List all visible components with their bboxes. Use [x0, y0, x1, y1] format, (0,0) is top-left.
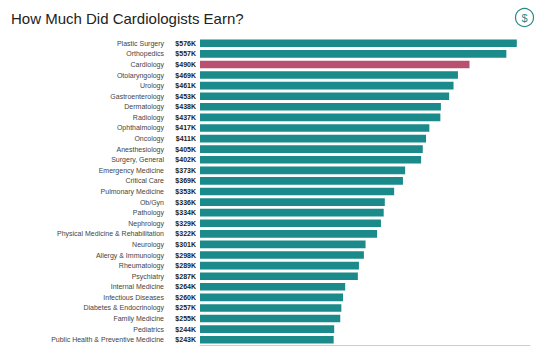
svg-text:Rheumatology: Rheumatology: [119, 262, 165, 270]
svg-text:$: $: [521, 12, 527, 24]
svg-text:Dermatology: Dermatology: [124, 103, 164, 111]
svg-text:Surgery, General: Surgery, General: [111, 156, 164, 164]
svg-text:$402K: $402K: [175, 156, 196, 164]
svg-text:$373K: $373K: [175, 167, 196, 175]
svg-text:$257K: $257K: [175, 304, 196, 312]
svg-text:Public Health & Preventive Med: Public Health & Preventive Medicine: [51, 336, 164, 343]
svg-text:$576K: $576K: [175, 40, 196, 48]
svg-text:Internal Medicine: Internal Medicine: [111, 283, 164, 290]
svg-text:Ob/Gyn: Ob/Gyn: [140, 199, 164, 207]
svg-text:Cardiology: Cardiology: [131, 61, 165, 69]
svg-text:Neurology: Neurology: [132, 241, 164, 249]
svg-text:Ophthalmology: Ophthalmology: [117, 124, 165, 132]
svg-text:$336K: $336K: [175, 199, 196, 207]
svg-text:$243K: $243K: [175, 336, 196, 344]
svg-text:$438K: $438K: [175, 103, 196, 111]
svg-text:$469K: $469K: [175, 72, 196, 80]
svg-text:$490K: $490K: [175, 61, 196, 69]
svg-text:Psychiatry: Psychiatry: [132, 273, 165, 281]
svg-text:Radiology: Radiology: [133, 114, 165, 122]
svg-text:$353K: $353K: [175, 188, 196, 196]
svg-text:Critical Care: Critical Care: [125, 177, 164, 184]
svg-text:Otolaryngology: Otolaryngology: [117, 72, 165, 80]
svg-text:$417K: $417K: [175, 124, 196, 132]
svg-text:$255K: $255K: [175, 315, 196, 323]
svg-text:$244K: $244K: [175, 326, 196, 334]
svg-text:$411K: $411K: [176, 135, 196, 143]
svg-text:$369K: $369K: [175, 177, 196, 185]
svg-text:How Much Did Cardiologists Ear: How Much Did Cardiologists Earn?: [11, 10, 244, 27]
svg-text:Allergy & Immunology: Allergy & Immunology: [96, 252, 165, 260]
svg-text:$289K: $289K: [175, 262, 196, 270]
svg-text:$260K: $260K: [175, 294, 196, 302]
svg-text:$405K: $405K: [175, 146, 196, 154]
svg-text:$461K: $461K: [175, 82, 196, 90]
svg-text:Nephrology: Nephrology: [128, 220, 164, 228]
svg-text:$322K: $322K: [175, 230, 196, 238]
svg-text:Orthopedics: Orthopedics: [126, 50, 164, 58]
svg-text:$557K: $557K: [175, 50, 196, 58]
svg-text:Plastic Surgery: Plastic Surgery: [117, 40, 165, 48]
svg-text:Emergency Medicine: Emergency Medicine: [99, 167, 164, 175]
svg-text:$437K: $437K: [175, 114, 196, 122]
svg-text:Pediatrics: Pediatrics: [133, 326, 164, 333]
svg-text:$453K: $453K: [175, 93, 196, 101]
svg-text:Pathology: Pathology: [133, 209, 165, 217]
svg-text:$301K: $301K: [175, 241, 196, 249]
svg-text:$329K: $329K: [175, 220, 196, 228]
svg-text:$264K: $264K: [175, 283, 196, 291]
svg-text:$287K: $287K: [175, 273, 196, 281]
svg-text:Oncology: Oncology: [134, 135, 164, 143]
svg-text:Physical Medicine & Rehabilita: Physical Medicine & Rehabilitation: [57, 230, 164, 238]
svg-text:Family Medicine: Family Medicine: [113, 315, 164, 323]
svg-text:$298K: $298K: [175, 252, 196, 260]
svg-text:Diabetes & Endocrinology: Diabetes & Endocrinology: [83, 304, 164, 312]
svg-text:Anesthesiology: Anesthesiology: [117, 146, 165, 154]
svg-text:Infectious Diseases: Infectious Diseases: [103, 294, 164, 301]
svg-text:Gastroenterology: Gastroenterology: [110, 93, 164, 101]
svg-text:$334K: $334K: [175, 209, 196, 217]
svg-text:Urology: Urology: [140, 82, 165, 90]
svg-text:Pulmonary Medicine: Pulmonary Medicine: [101, 188, 165, 196]
